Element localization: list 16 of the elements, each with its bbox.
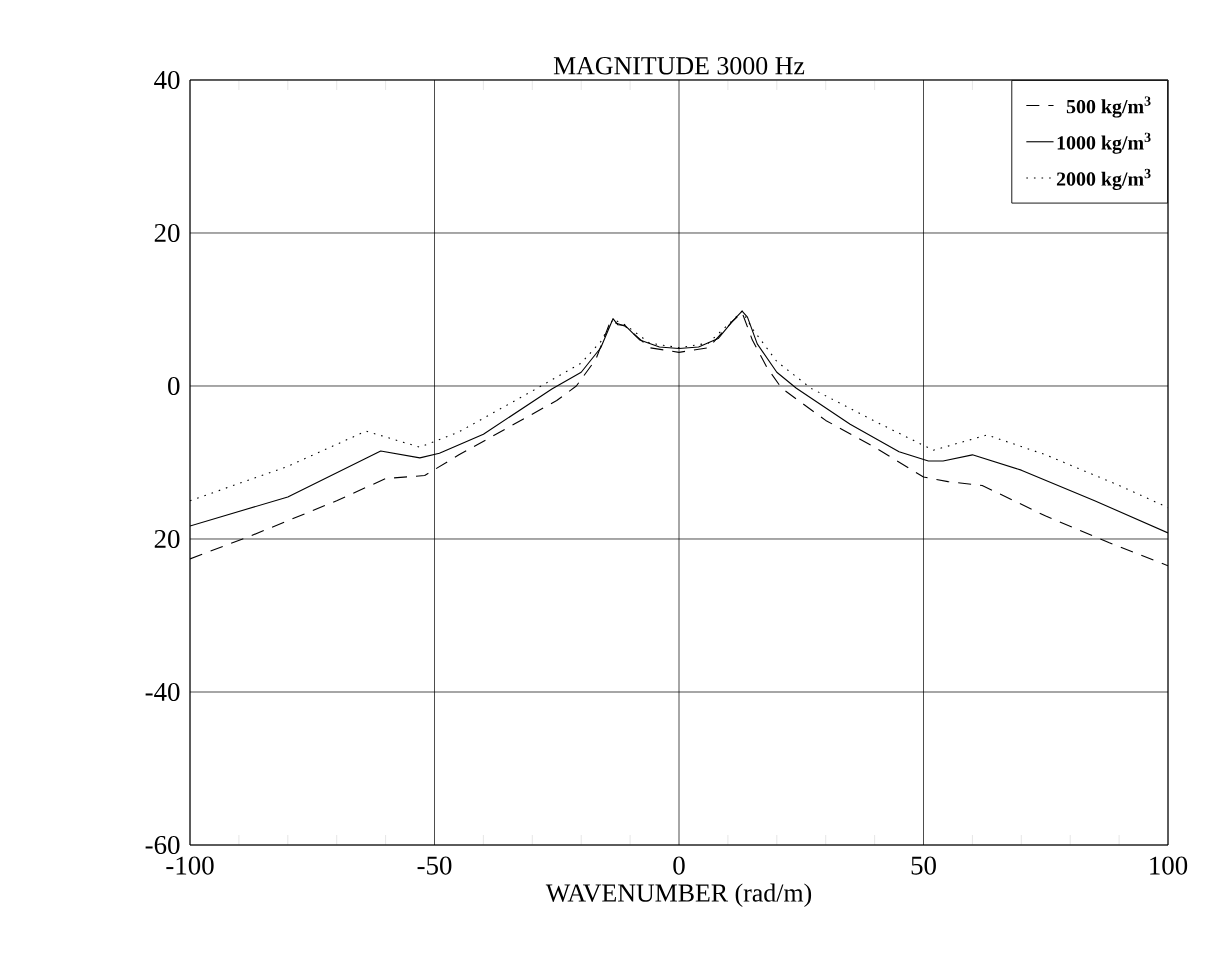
legend-label: 1000 kg/m$^{3}$ (1057, 132, 1151, 154)
y-tick-label: -60 (145, 835, 180, 855)
legend-label: 2000 kg/m$^{3}$ (1056, 168, 1151, 190)
y-tick-label: 20 (154, 223, 180, 243)
x-tick-label: 100 (1150, 856, 1188, 875)
y-tick-label: 20 (154, 529, 180, 549)
x-tick-label: 50 (911, 856, 936, 875)
legend-label: 500 kg/m$^{3}$ (1066, 96, 1151, 118)
y-tick-label: 40 (154, 70, 180, 90)
x-axis-title: WAVENUMBER (rad/m) (545, 883, 812, 907)
y-tick-label: -40 (145, 682, 180, 702)
x-tick-label: -100 (166, 856, 214, 875)
x-tick-label: 0 (673, 856, 685, 875)
x-tick-label: -50 (417, 856, 452, 875)
chart-title: MAGNITUDE 3000 Hz (553, 56, 805, 75)
y-tick-label: 0 (168, 376, 180, 396)
